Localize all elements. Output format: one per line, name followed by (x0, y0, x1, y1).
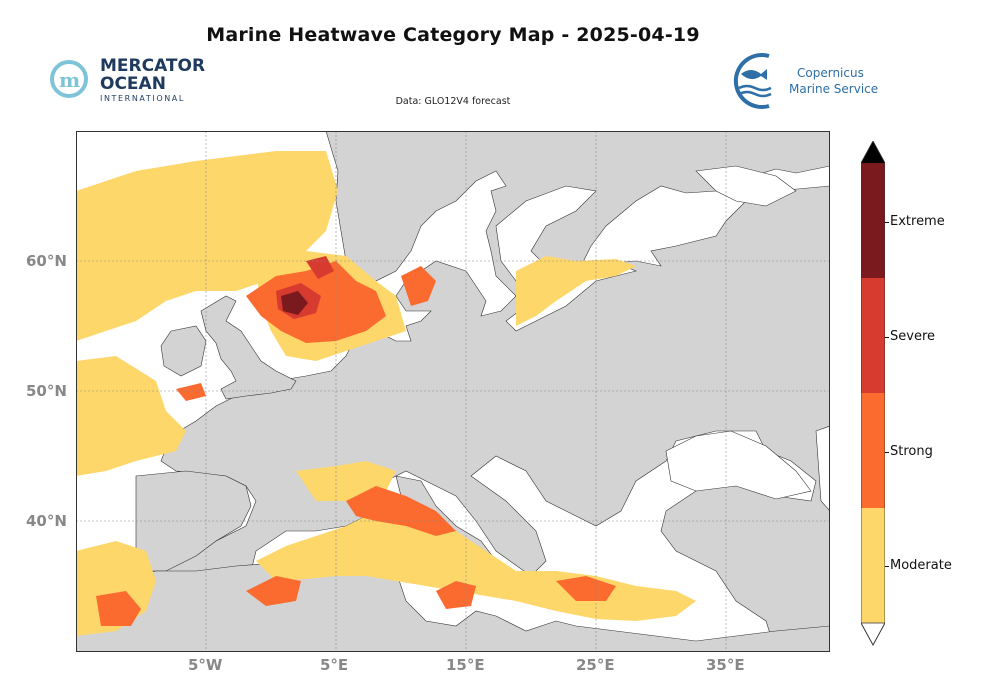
category-colorbar (860, 140, 886, 647)
copernicus-logo-line1: Copernicus (797, 66, 864, 80)
black-sea (665, 430, 812, 500)
mercator-ocean-logo: m MERCATOR OCEAN INTERNATIONAL (50, 56, 220, 108)
copernicus-fish-icon (733, 53, 772, 109)
copernicus-logo: Copernicus Marine Service (727, 50, 887, 112)
colorbar-label-severe: Severe (890, 329, 935, 344)
colorbar-label-strong: Strong (890, 444, 933, 459)
colorbar-under-arrow (860, 622, 886, 646)
lon-label-5e: 5°E (320, 656, 349, 674)
strong-areas (96, 261, 616, 626)
lon-label-5w: 5°W (188, 656, 223, 674)
white-sea (695, 165, 797, 207)
colorbar-label-moderate: Moderate (890, 558, 952, 573)
lon-label-15e: 15°E (446, 656, 485, 674)
lat-label-50n: 50°N (26, 382, 67, 400)
mercator-logo-line1: MERCATOR (100, 56, 206, 76)
colorbar-over-arrow (861, 141, 885, 163)
land-ireland (160, 325, 207, 377)
lon-label-35e: 35°E (706, 656, 745, 674)
mercator-logo-line2: OCEAN (100, 74, 166, 94)
map-frame (76, 131, 830, 652)
colorbar-strong (861, 393, 885, 508)
colorbar-extreme (861, 163, 885, 278)
mercator-ring-icon: m (50, 60, 88, 98)
map-gridlines (76, 131, 830, 652)
colorbar-moderate (861, 508, 885, 623)
colorbar-label-extreme: Extreme (890, 214, 945, 229)
moderate-areas (76, 151, 696, 636)
copernicus-logo-line2: Marine Service (789, 82, 879, 96)
lat-label-60n: 60°N (26, 252, 67, 270)
colorbar-severe (861, 278, 885, 393)
data-source-label: Data: GLO12V4 forecast (395, 96, 511, 107)
land-europe (135, 131, 830, 652)
lon-label-25e: 25°E (576, 656, 615, 674)
heatwave-map[interactable] (76, 131, 830, 652)
lat-label-40n: 40°N (26, 512, 67, 530)
caspian-sea (815, 425, 830, 512)
mercator-logo-line3: INTERNATIONAL (100, 94, 185, 103)
map-title: Marine Heatwave Category Map - 2025-04-1… (206, 24, 700, 46)
extreme-areas (281, 291, 308, 315)
